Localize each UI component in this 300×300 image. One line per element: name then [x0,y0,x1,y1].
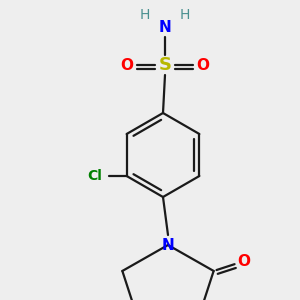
Text: S: S [158,56,172,74]
Text: N: N [159,20,171,34]
Text: Cl: Cl [87,169,102,183]
Text: N: N [162,238,174,253]
Text: O: O [196,58,209,73]
Text: H: H [140,8,150,22]
Text: O: O [238,254,250,268]
Text: H: H [180,8,190,22]
Text: O: O [121,58,134,73]
